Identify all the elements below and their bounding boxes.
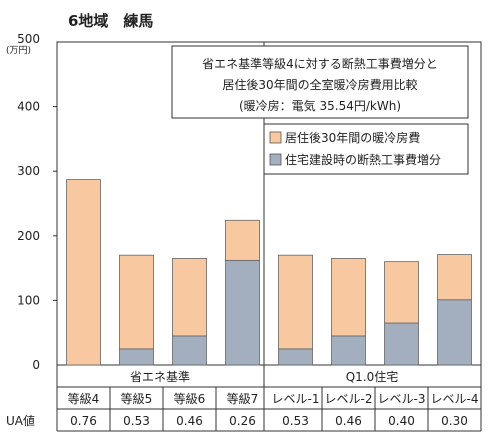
- legend: 居住後30年間の暖冷房費 住宅建設時の断熱工事費増分: [263, 123, 469, 175]
- bar-segment-heating-cooling: [119, 254, 154, 350]
- category-label: レベル-2: [325, 392, 373, 406]
- category-table: 省エネ基準 Q1.0住宅 等級4 等級5 等級6 等級7 レベル-1 レベル-2 レベル-3…: [6, 365, 482, 432]
- group-label-q1: Q1.0住宅: [346, 369, 399, 384]
- y-tick-label: 300: [17, 164, 40, 178]
- y-tick-label: 500: [17, 32, 40, 46]
- y-tick-label: 400: [17, 100, 40, 114]
- category-label: 等級7: [227, 392, 259, 406]
- bar-segment-insulation: [384, 322, 419, 366]
- subtitle-line-2: 居住後30年間の全室暖冷房費用比較: [222, 77, 417, 92]
- group-label-standard: 省エネ基準: [130, 369, 190, 384]
- category-label: 等級5: [121, 392, 153, 406]
- subtitle-box: 省エネ基準等級4に対する断熱工事費増分と 居住後30年間の全室暖冷房費用比較 (…: [171, 45, 469, 119]
- ua-value: 0.46: [176, 414, 203, 428]
- ua-value: 0.46: [335, 414, 362, 428]
- plot-frame: [56, 41, 482, 366]
- ua-value: 0.53: [282, 414, 309, 428]
- legend-label-heating-cooling: 居住後30年間の暖冷房費: [285, 130, 420, 145]
- subtitle-line-1: 省エネ基準等級4に対する断熱工事費増分と: [202, 56, 438, 71]
- bar-segment-insulation: [172, 335, 207, 366]
- bar-segment-insulation: [437, 299, 472, 366]
- legend-box: [263, 123, 469, 175]
- subtitle-line-3: (暖冷房：電気 35.54円/kWh): [239, 98, 401, 113]
- bars: [66, 179, 472, 366]
- ua-value: 0.30: [441, 414, 468, 428]
- category-label: 等級6: [174, 392, 206, 406]
- legend-swatch-heating-cooling: [269, 131, 282, 144]
- ua-value: 0.40: [388, 414, 415, 428]
- bar-segment-insulation: [278, 348, 313, 366]
- bar-segment-heating-cooling: [225, 219, 260, 261]
- bar-segment-heating-cooling: [331, 258, 366, 337]
- category-label: レベル-3: [378, 392, 426, 406]
- legend-label-insulation: 住宅建設時の断熱工事費増分: [285, 152, 441, 167]
- bar-segment-insulation: [119, 348, 154, 366]
- y-tick-label: 0: [32, 358, 40, 372]
- ua-value: 0.76: [70, 414, 97, 428]
- bar-segment-heating-cooling: [66, 179, 101, 366]
- bar-segment-insulation: [331, 335, 366, 366]
- bar-segment-heating-cooling: [172, 258, 207, 337]
- bar-segment-heating-cooling: [278, 254, 313, 350]
- category-label: レベル-4: [431, 392, 479, 406]
- category-label: レベル-1: [272, 392, 320, 406]
- ua-value: 0.26: [229, 414, 256, 428]
- legend-swatch-insulation: [269, 153, 282, 166]
- bar-segment-insulation: [225, 259, 260, 366]
- y-tick-label: 200: [17, 229, 40, 243]
- category-label: 等級4: [68, 392, 100, 406]
- ua-row-label: UA値: [6, 413, 35, 428]
- y-tick-label: 100: [17, 293, 40, 307]
- bar-segment-heating-cooling: [384, 261, 419, 324]
- y-axis-ticks: 0 100 200 300 400 500: [17, 32, 57, 372]
- y-axis-unit: (万円): [6, 45, 31, 56]
- ua-value: 0.53: [123, 414, 150, 428]
- chart-title: 6地域 練馬: [68, 12, 153, 30]
- bar-segment-heating-cooling: [437, 254, 472, 301]
